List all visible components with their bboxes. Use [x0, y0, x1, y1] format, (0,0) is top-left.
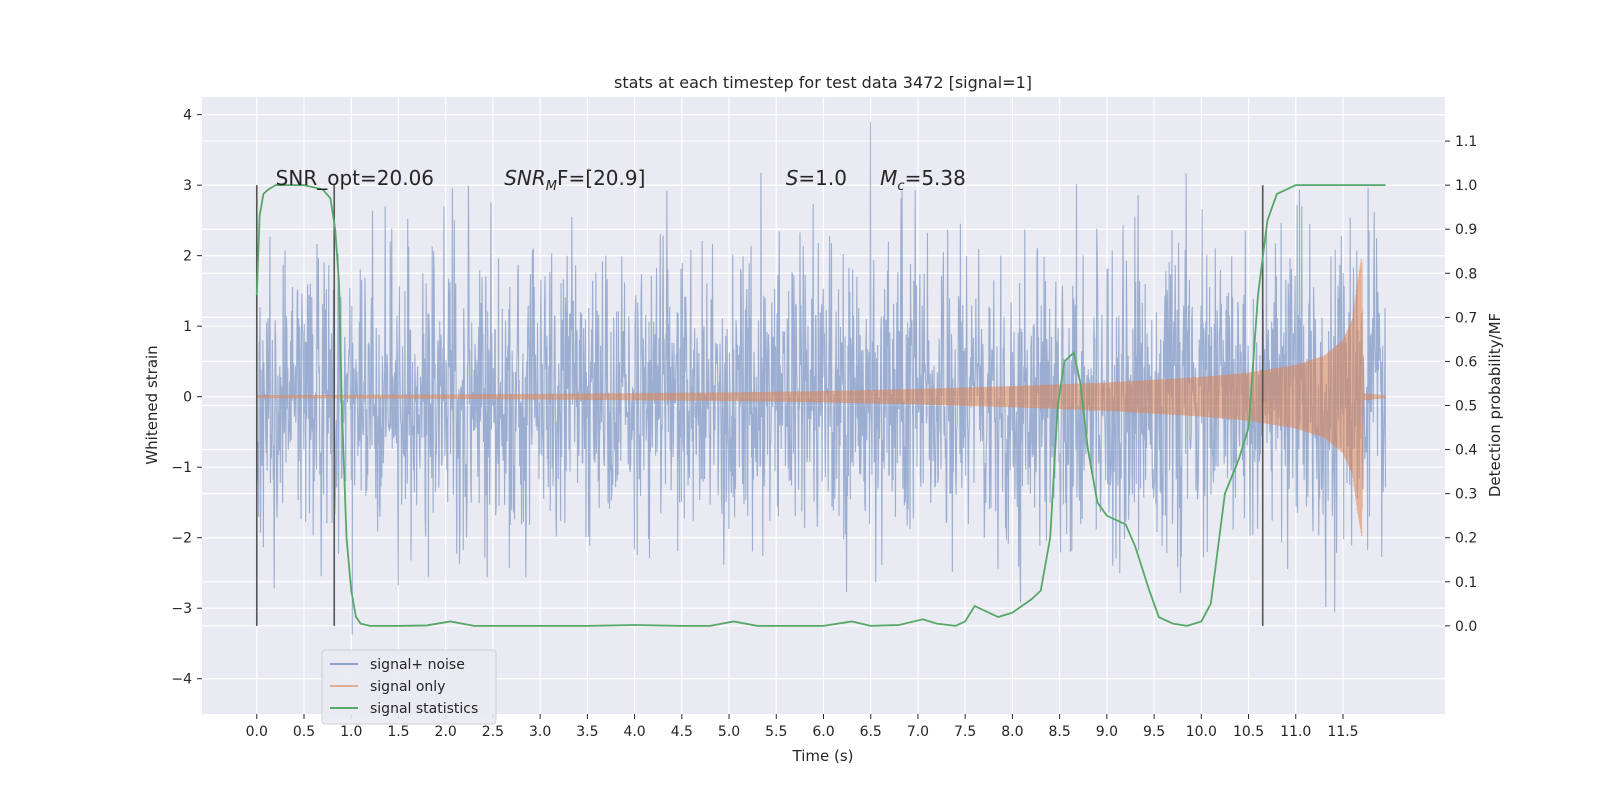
y-left-tick-label: 0 [183, 390, 192, 406]
annotation-text: Mc=5.38 [880, 166, 966, 194]
x-tick-label: 10.5 [1233, 724, 1264, 740]
y-right-tick-label: 0.2 [1455, 531, 1477, 547]
x-tick-label: 0.0 [246, 724, 268, 740]
y-right-tick-label: 1.0 [1455, 178, 1477, 194]
x-tick-label: 4.0 [623, 724, 645, 740]
x-tick-label: 1.0 [340, 724, 362, 740]
y-right-tick-label: 0.6 [1455, 354, 1477, 370]
y-left-tick-label: −4 [171, 672, 192, 688]
y-right-tick-label: 0.8 [1455, 266, 1477, 282]
y-right-tick-label: 0.5 [1455, 399, 1477, 415]
x-tick-label: 9.0 [1096, 724, 1118, 740]
x-axis-label: Time (s) [792, 747, 854, 765]
y-right-tick-label: 0.9 [1455, 222, 1477, 238]
x-tick-label: 6.5 [860, 724, 882, 740]
x-tick-label: 11.5 [1327, 724, 1358, 740]
left-y-axis-label: Whitened strain [143, 345, 161, 464]
x-tick-label: 3.0 [529, 724, 551, 740]
signal-statistics-series [255, 184, 1386, 627]
x-tick-label: 7.5 [954, 724, 976, 740]
x-axis-ticks: 0.0 0.5 1.0 1.5 2.0 2.5 3.0 3.5 4.0 4.5 5.0 5.5 6.0 6… [246, 714, 1359, 740]
y-right-tick-label: 1.1 [1455, 134, 1477, 150]
legend-label: signal statistics [370, 701, 478, 717]
legend-label: signal+ noise [370, 657, 465, 673]
annotation-text: SNR_opt=20.06 [276, 166, 434, 190]
annotation-text: S=1.0 [786, 166, 847, 190]
y-right-tick-label: 0.7 [1455, 310, 1477, 326]
x-tick-label: 6.0 [812, 724, 834, 740]
signal-only-series [256, 258, 1386, 537]
x-tick-label: 5.5 [765, 724, 787, 740]
y-right-tick-label: 0.0 [1455, 619, 1477, 635]
y-left-tick-label: −1 [171, 460, 192, 476]
legend: signal+ noise signal only signal statistic… [321, 649, 497, 725]
x-tick-label: 10.0 [1186, 724, 1217, 740]
y-left-tick-label: −3 [171, 601, 192, 617]
x-tick-label: 9.5 [1143, 724, 1165, 740]
y-left-tick-label: −2 [171, 531, 192, 547]
annotation-text: SNRMF=[20.9] [504, 166, 645, 194]
x-tick-label: 5.0 [718, 724, 740, 740]
x-tick-label: 4.5 [671, 724, 693, 740]
x-tick-label: 7.0 [907, 724, 929, 740]
x-tick-label: 0.5 [293, 724, 315, 740]
x-tick-label: 1.5 [387, 724, 409, 740]
x-tick-label: 8.0 [1001, 724, 1023, 740]
signal-noise-series [256, 121, 1387, 635]
x-tick-label: 2.5 [482, 724, 504, 740]
legend-label: signal only [370, 679, 445, 695]
x-tick-label: 3.5 [576, 724, 598, 740]
x-tick-label: 8.5 [1048, 724, 1070, 740]
legend-box [321, 649, 497, 725]
x-tick-label: 2.0 [435, 724, 457, 740]
y-right-tick-label: 0.4 [1455, 443, 1477, 459]
y-right-tick-label: 0.1 [1455, 575, 1477, 591]
chart-title: stats at each timestep for test data 347… [614, 73, 1032, 92]
y-left-tick-label: 2 [183, 249, 192, 265]
left-y-axis-ticks: −4 −3 −2 −1 0 1 2 3 4 [171, 108, 202, 688]
y-left-tick-label: 3 [183, 178, 192, 194]
y-left-tick-label: 1 [183, 319, 192, 335]
x-tick-label: 11.0 [1280, 724, 1311, 740]
y-right-tick-label: 0.3 [1455, 487, 1477, 503]
right-y-axis-label: Detection probability/MF [1486, 313, 1504, 497]
y-left-tick-label: 4 [183, 108, 192, 124]
right-y-axis-ticks: 0.0 0.1 0.2 0.3 0.4 0.5 0.6 0.7 0.8 0.9 1.0 1.1 [1445, 134, 1477, 635]
annotations: SNR_opt=20.06 SNRMF=[20.9] S=1.0 Mc=5.38 [276, 166, 966, 194]
